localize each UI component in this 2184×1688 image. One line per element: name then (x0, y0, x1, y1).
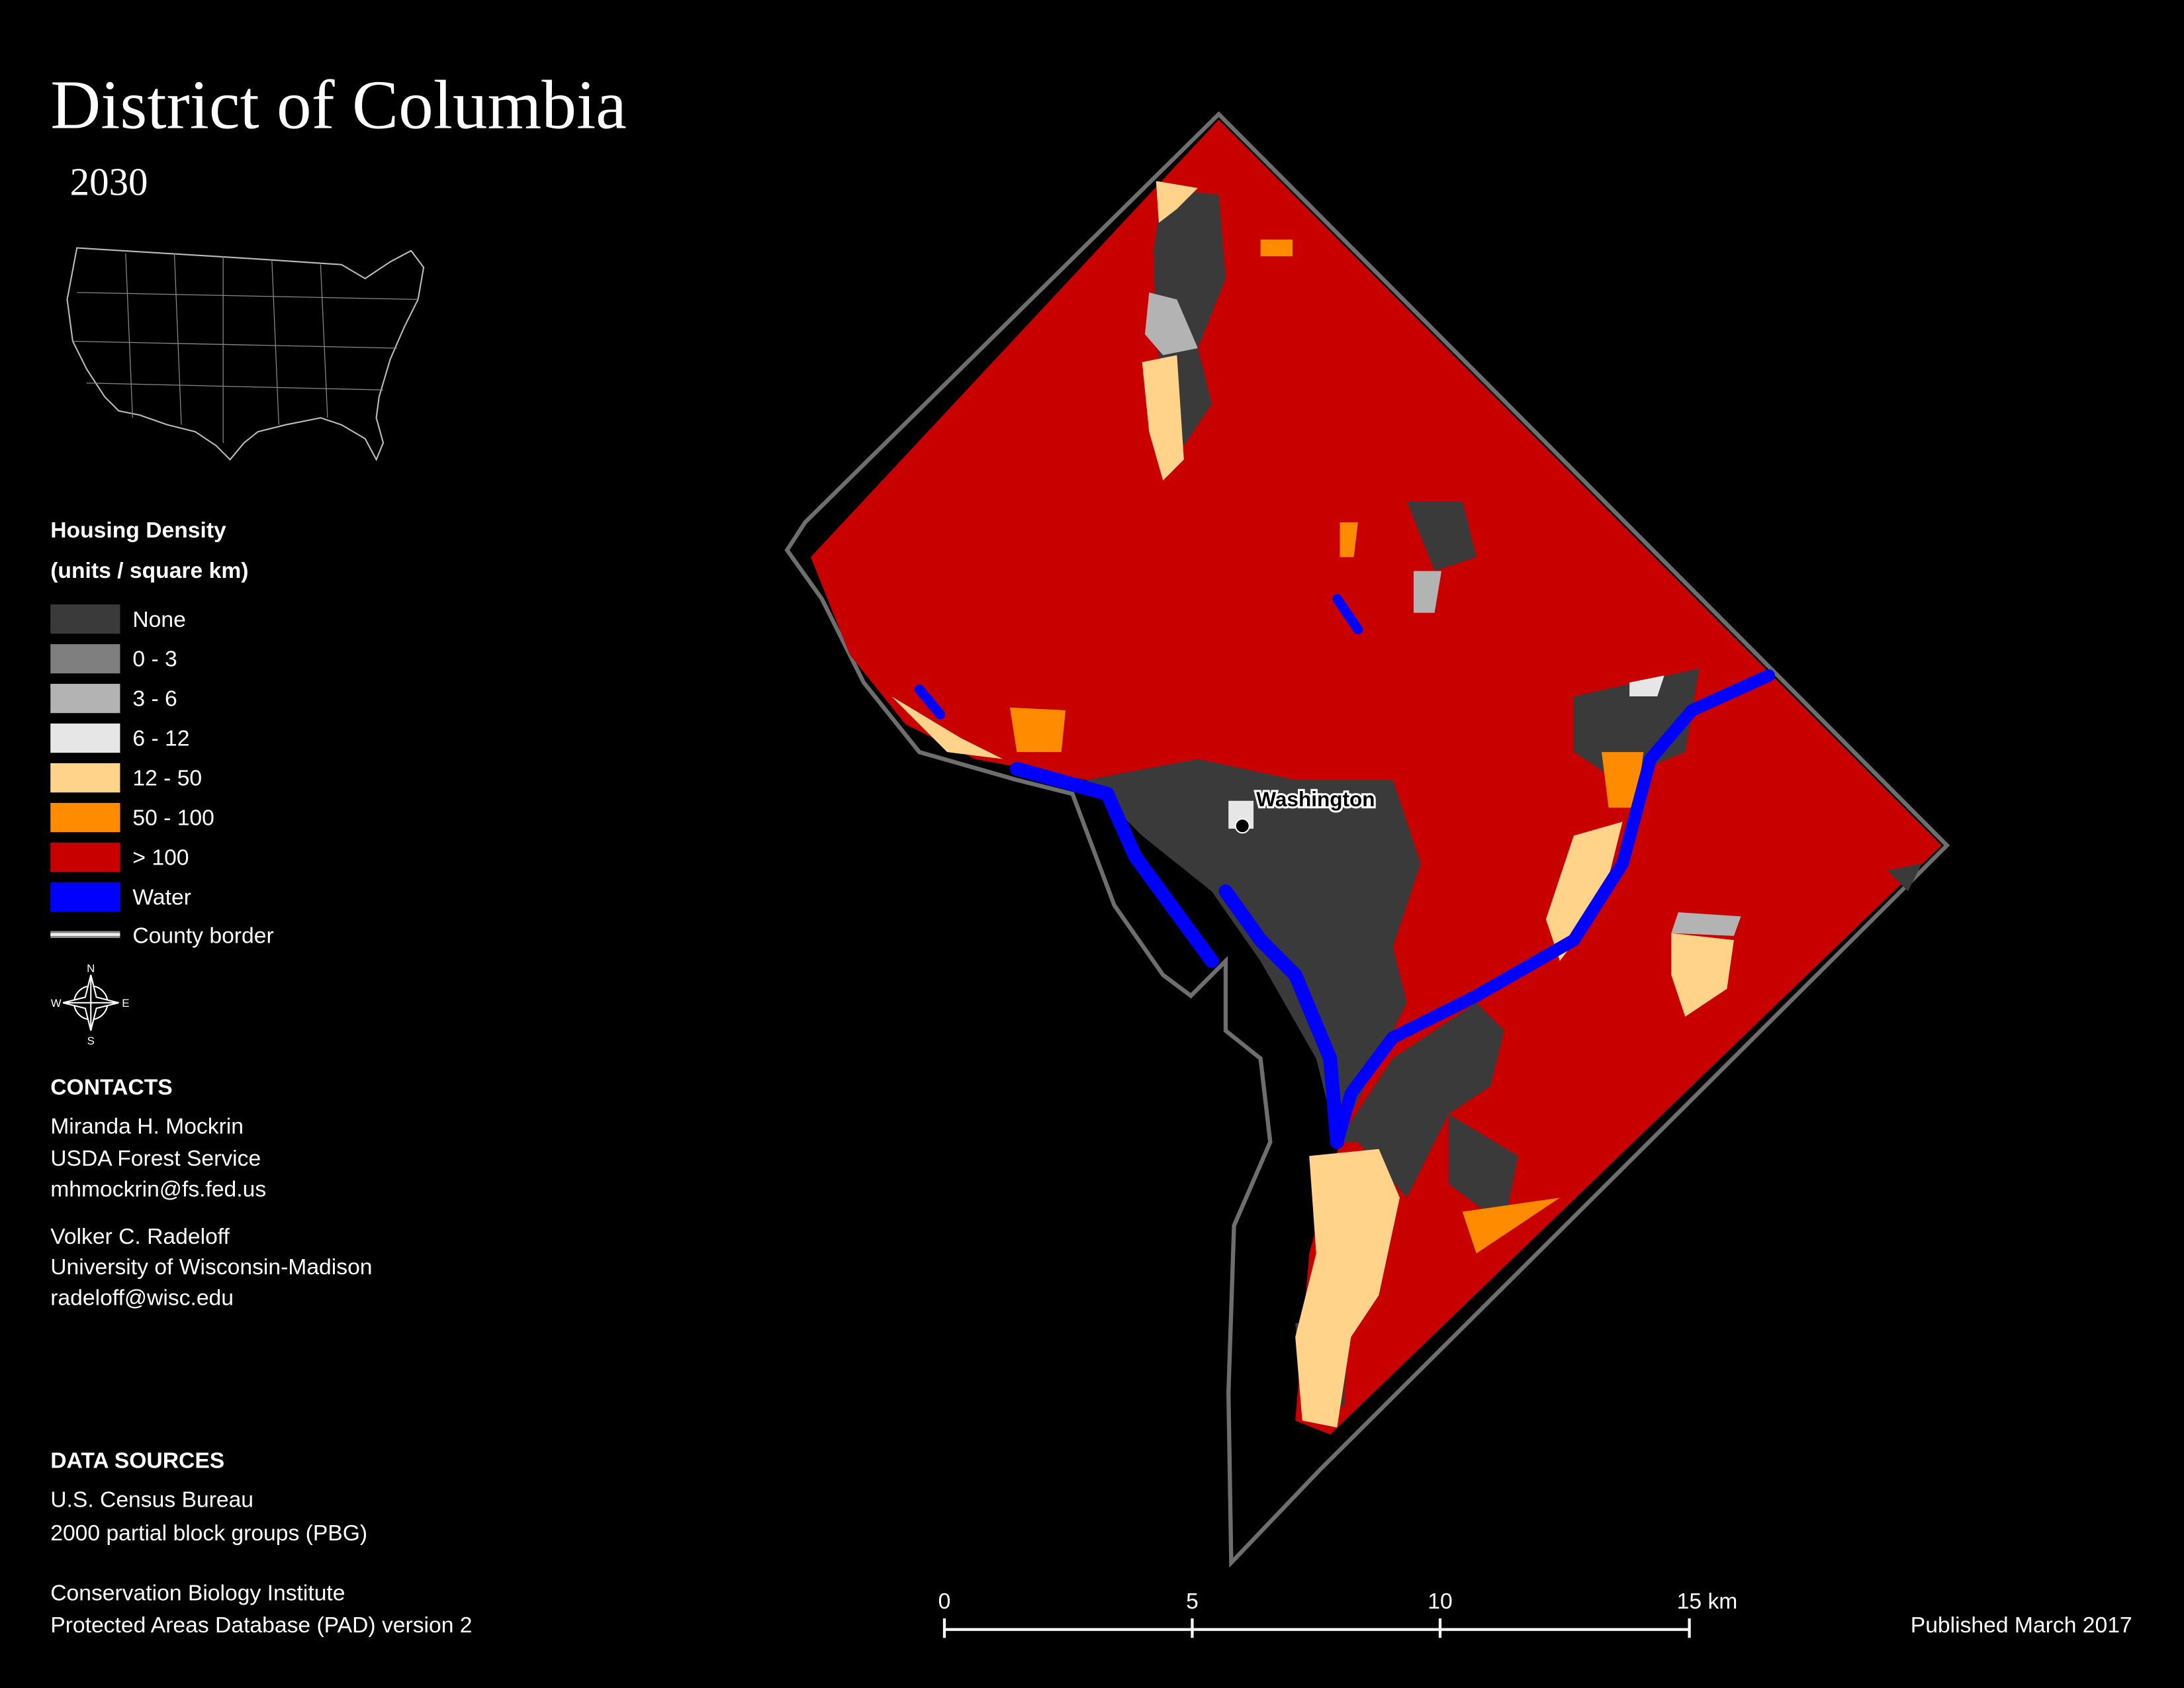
legend-swatch (50, 724, 120, 753)
contact-name: Miranda H. Mockrin (50, 1115, 244, 1139)
water (914, 594, 1775, 1149)
contact-name: Volker C. Radeloff (50, 1225, 230, 1249)
scale-label: 5 (1186, 1589, 1199, 1614)
compass-n: N (87, 962, 95, 975)
density-3-6 (1144, 292, 1741, 936)
scale-label: 15 km (1677, 1589, 1738, 1614)
legend-units: (units / square km) (50, 559, 248, 583)
legend-title: Housing Density (50, 518, 226, 543)
legend-label: 3 - 6 (132, 687, 177, 712)
dc-map: Washington (784, 111, 1950, 1568)
usa-inset (66, 247, 425, 461)
density-12-50 (891, 181, 1734, 1428)
source-line: Protected Areas Database (PAD) version 2 (50, 1613, 472, 1638)
compass-w: W (51, 997, 62, 1009)
scale-label: 10 (1428, 1589, 1452, 1614)
contact-org: USDA Forest Service (50, 1147, 261, 1171)
compass (62, 974, 119, 1031)
contacts-heading: CONTACTS (50, 1076, 172, 1100)
scale-label: 0 (938, 1589, 951, 1614)
legend-swatch (50, 684, 120, 714)
source-line: U.S. Census Bureau (50, 1487, 253, 1512)
contact-email: radeloff@wisc.edu (50, 1286, 234, 1310)
legend-swatch (50, 644, 120, 674)
legend-label: Water (132, 886, 191, 910)
city-point (1234, 818, 1250, 834)
legend-label: County border (132, 923, 273, 948)
sources-heading: DATA SOURCES (50, 1449, 224, 1474)
legend-swatch (50, 763, 120, 793)
compass-e: E (122, 997, 129, 1009)
map-subtitle: 2030 (70, 161, 148, 204)
density-50-100 (1009, 239, 1644, 1254)
city-label: Washington (1256, 787, 1375, 811)
legend: None 0 - 3 3 - 6 6 - 12 12 - 50 50 - 100 > 100… (50, 604, 214, 912)
source-line: Conservation Biology Institute (50, 1581, 345, 1605)
legend-label: 0 - 3 (132, 647, 177, 672)
contact-email: mhmockrin@fs.fed.us (50, 1177, 266, 1201)
contact-org: University of Wisconsin-Madison (50, 1255, 372, 1280)
source-line: 2000 partial block groups (PBG) (50, 1521, 367, 1546)
legend-label: 12 - 50 (132, 767, 202, 791)
density-high (811, 119, 1942, 1435)
legend-swatch (50, 604, 120, 634)
legend-swatch (50, 802, 120, 833)
published-note: Published March 2017 (1911, 1613, 2132, 1638)
map-title: District of Columbia (50, 66, 627, 144)
legend-swatch (50, 842, 120, 872)
compass-s: S (87, 1035, 95, 1047)
scale-bar (942, 1618, 1691, 1638)
legend-label: 50 - 100 (132, 806, 214, 831)
legend-swatch (50, 882, 120, 912)
legend-label: 6 - 12 (132, 727, 189, 751)
legend-label: > 100 (132, 846, 189, 870)
legend-label: None (132, 608, 185, 632)
